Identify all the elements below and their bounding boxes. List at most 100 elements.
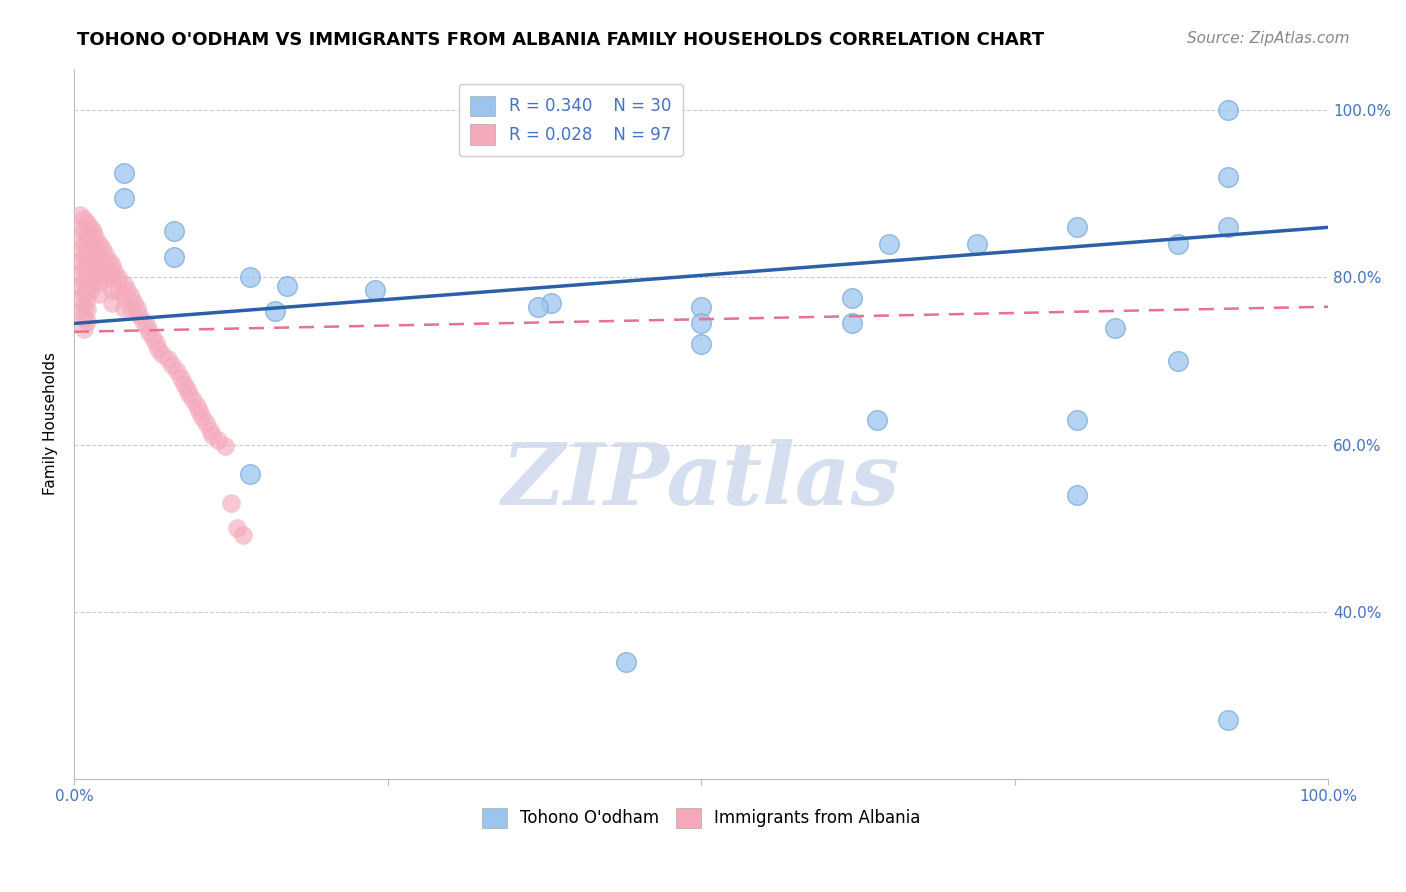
- Point: [194, 416, 217, 430]
- Point: [163, 225, 186, 239]
- Point: [263, 304, 285, 318]
- Point: [73, 310, 96, 325]
- Point: [115, 283, 138, 297]
- Point: [181, 393, 204, 408]
- Point: [69, 241, 91, 255]
- Point: [100, 283, 122, 297]
- Point: [170, 370, 193, 384]
- Point: [120, 289, 142, 303]
- Point: [98, 253, 121, 268]
- Point: [76, 302, 98, 317]
- Point: [690, 317, 713, 331]
- Point: [107, 270, 129, 285]
- Legend: Tohono O'odham, Immigrants from Albania: Tohono O'odham, Immigrants from Albania: [475, 801, 927, 835]
- Point: [94, 272, 117, 286]
- Point: [163, 250, 186, 264]
- Point: [198, 423, 221, 437]
- Point: [160, 358, 183, 372]
- Point: [73, 275, 96, 289]
- Point: [79, 258, 101, 272]
- Point: [100, 270, 122, 285]
- Point: [73, 237, 96, 252]
- Point: [146, 342, 169, 356]
- Point: [94, 260, 117, 274]
- Point: [112, 191, 135, 205]
- Point: [82, 250, 104, 264]
- Point: [79, 283, 101, 297]
- Point: [76, 278, 98, 293]
- Point: [1066, 220, 1088, 235]
- Point: [82, 237, 104, 252]
- Point: [76, 253, 98, 268]
- Point: [125, 301, 148, 316]
- Point: [112, 289, 135, 303]
- Point: [90, 253, 112, 268]
- Point: [73, 300, 96, 314]
- Point: [100, 295, 122, 310]
- Point: [76, 291, 98, 305]
- Point: [79, 220, 101, 235]
- Point: [527, 300, 550, 314]
- Point: [89, 262, 111, 277]
- Point: [166, 364, 188, 378]
- Point: [100, 258, 122, 272]
- Point: [79, 233, 101, 247]
- Point: [79, 270, 101, 285]
- Point: [76, 241, 98, 255]
- Point: [84, 243, 107, 257]
- Point: [1216, 714, 1239, 728]
- Point: [276, 278, 298, 293]
- Point: [207, 434, 229, 448]
- Point: [107, 283, 129, 297]
- Point: [90, 241, 112, 255]
- Point: [84, 255, 107, 269]
- Point: [614, 655, 637, 669]
- Point: [82, 275, 104, 289]
- Point: [124, 295, 146, 310]
- Point: [1066, 412, 1088, 426]
- Point: [73, 211, 96, 226]
- Point: [76, 314, 98, 328]
- Point: [239, 467, 262, 481]
- Point: [232, 528, 254, 542]
- Point: [82, 262, 104, 277]
- Point: [89, 287, 111, 301]
- Point: [98, 266, 121, 280]
- Point: [841, 291, 863, 305]
- Text: TOHONO O'ODHAM VS IMMIGRANTS FROM ALBANIA FAMILY HOUSEHOLDS CORRELATION CHART: TOHONO O'ODHAM VS IMMIGRANTS FROM ALBANI…: [77, 31, 1045, 49]
- Point: [690, 337, 713, 351]
- Point: [138, 325, 160, 339]
- Point: [135, 318, 157, 333]
- Point: [73, 322, 96, 336]
- Point: [173, 376, 195, 391]
- Point: [1104, 320, 1126, 334]
- Point: [150, 347, 173, 361]
- Point: [877, 237, 900, 252]
- Point: [191, 410, 214, 425]
- Point: [69, 266, 91, 280]
- Point: [188, 404, 211, 418]
- Point: [1066, 488, 1088, 502]
- Point: [214, 439, 236, 453]
- Point: [201, 427, 224, 442]
- Point: [157, 352, 180, 367]
- Point: [866, 412, 889, 426]
- Point: [76, 216, 98, 230]
- Point: [128, 308, 150, 322]
- Point: [69, 304, 91, 318]
- Point: [179, 387, 201, 401]
- Point: [84, 268, 107, 282]
- Point: [112, 166, 135, 180]
- Point: [145, 335, 167, 350]
- Point: [89, 237, 111, 252]
- Point: [76, 228, 98, 243]
- Point: [82, 225, 104, 239]
- Point: [76, 266, 98, 280]
- Point: [120, 301, 142, 316]
- Point: [73, 287, 96, 301]
- Text: Source: ZipAtlas.com: Source: ZipAtlas.com: [1187, 31, 1350, 46]
- Point: [112, 277, 135, 292]
- Point: [1216, 170, 1239, 185]
- Point: [1216, 220, 1239, 235]
- Point: [1167, 354, 1189, 368]
